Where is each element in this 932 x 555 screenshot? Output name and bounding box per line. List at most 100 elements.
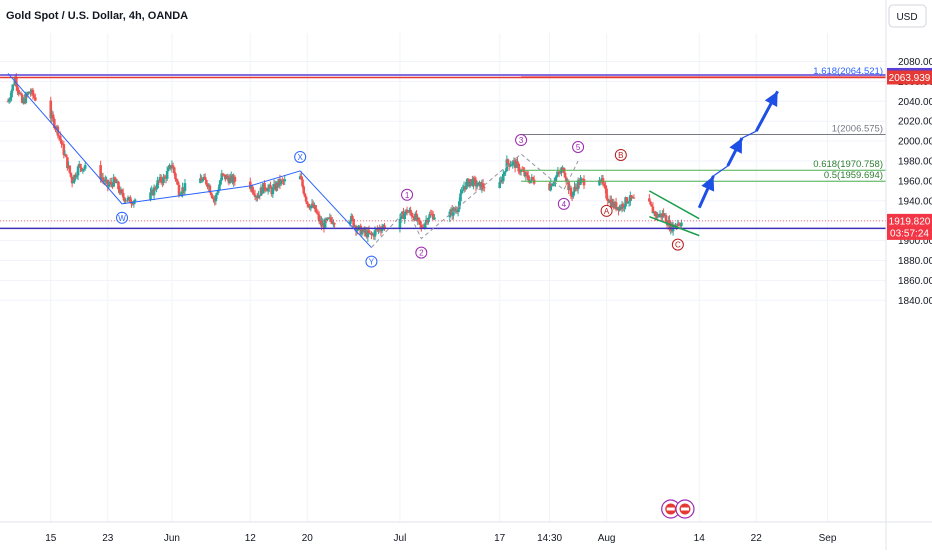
candle-body: [251, 186, 254, 193]
candle-body: [305, 201, 309, 205]
candle-body: [303, 193, 307, 197]
projection-arrow-head: [729, 138, 742, 154]
impulse-wave-line: [371, 153, 579, 248]
time-tick-label: Sep: [819, 533, 837, 544]
projection-connector: [741, 130, 757, 139]
candle-body: [554, 177, 557, 183]
wave-label: 3: [519, 136, 524, 145]
candle-body: [110, 181, 113, 184]
candle-body: [506, 159, 510, 164]
candle-body: [12, 84, 16, 86]
candle-body: [460, 190, 463, 194]
candle-body: [16, 86, 19, 91]
candle-body: [648, 198, 651, 202]
candle-body: [605, 188, 608, 199]
currency-button[interactable]: [888, 4, 927, 28]
candle-body: [266, 187, 270, 192]
wave-label-circle: [415, 246, 428, 259]
candle-body: [380, 227, 384, 232]
symbol-title: Gold Spot / U.S. Dollar, 4h, OANDA: [6, 10, 188, 22]
candle-body: [448, 211, 452, 218]
price-tick-label: 1960.000: [898, 176, 932, 187]
candle-body: [177, 184, 181, 196]
candle-body: [120, 189, 124, 193]
candle-body: [34, 97, 37, 101]
candle-body: [579, 179, 582, 185]
candle-body: [326, 217, 329, 220]
currency-button-label: USD: [896, 12, 917, 23]
candle-body: [6, 101, 10, 103]
time-tick-label: 22: [751, 533, 763, 544]
candle-body: [553, 182, 556, 184]
candle-body: [383, 225, 386, 229]
candle-body: [130, 203, 133, 205]
candle-body: [309, 205, 313, 209]
candle-body: [403, 213, 406, 220]
candle-body: [69, 172, 73, 177]
candle-body: [405, 209, 409, 213]
price-badge-resistance_red: [887, 70, 932, 85]
candle-body: [314, 205, 317, 212]
candle-body: [650, 204, 654, 207]
time-axis: 15 23 Jun 12 20 Jul 17 14:30 Aug 14 22 Sep: [0, 521, 932, 544]
candle-body: [677, 223, 681, 226]
candle-body: [73, 174, 76, 182]
candle-body: [219, 180, 222, 185]
time-tick-label: 14: [694, 533, 706, 544]
candle-body: [366, 230, 370, 238]
candle-body: [330, 220, 334, 224]
candle-body: [458, 201, 461, 210]
wave-label-circle: [671, 238, 684, 251]
wave-label: 5: [576, 143, 581, 152]
candle-body: [106, 179, 110, 187]
wedge-upper-line: [648, 190, 700, 220]
candle-body: [415, 213, 418, 221]
candle-body: [675, 225, 678, 227]
candle-body: [175, 179, 178, 182]
candle-body: [53, 118, 56, 128]
countdown-text: 03:57:24: [890, 228, 929, 239]
candle-body: [433, 217, 436, 220]
candle-body: [560, 169, 563, 173]
candle-body: [205, 179, 208, 185]
flag-stripe: [680, 507, 689, 511]
current-price-badge: [887, 213, 932, 240]
candle-body: [132, 201, 136, 205]
candle-body: [421, 227, 424, 229]
price-tick-label: 1940.000: [898, 196, 932, 207]
candle-body: [556, 171, 560, 176]
candle-body: [72, 181, 75, 184]
candle-body: [398, 218, 402, 229]
candle-body: [70, 176, 74, 184]
candle-body: [509, 165, 512, 167]
candle-body: [649, 201, 652, 205]
candle-body: [114, 179, 118, 184]
candle-body: [76, 166, 80, 176]
candle-body: [504, 171, 507, 173]
annotations: W X Y 1 2 3 4 5 A B C: [7, 73, 779, 519]
wave-label: A: [604, 207, 610, 216]
candle-body: [453, 208, 456, 211]
candle-body: [167, 167, 170, 171]
candle-body: [503, 171, 506, 174]
candle-body: [9, 97, 12, 100]
candle-body: [233, 176, 237, 182]
candle-body: [126, 197, 130, 201]
candle-body: [79, 164, 82, 168]
candle-body: [604, 185, 607, 189]
wave-label-circle: [294, 150, 307, 163]
candle-body: [359, 225, 363, 235]
candle-body: [518, 171, 522, 173]
candle-body: [125, 200, 129, 202]
candle-body: [625, 197, 629, 203]
candle-body: [664, 215, 668, 223]
candle-body: [662, 213, 665, 216]
candle-body: [516, 161, 519, 164]
candle-body: [474, 179, 478, 187]
time-tick-label: Aug: [598, 533, 616, 544]
candle-body: [17, 90, 20, 94]
candle-body: [526, 175, 530, 181]
candle-body: [257, 195, 260, 199]
candle-body: [253, 194, 257, 197]
